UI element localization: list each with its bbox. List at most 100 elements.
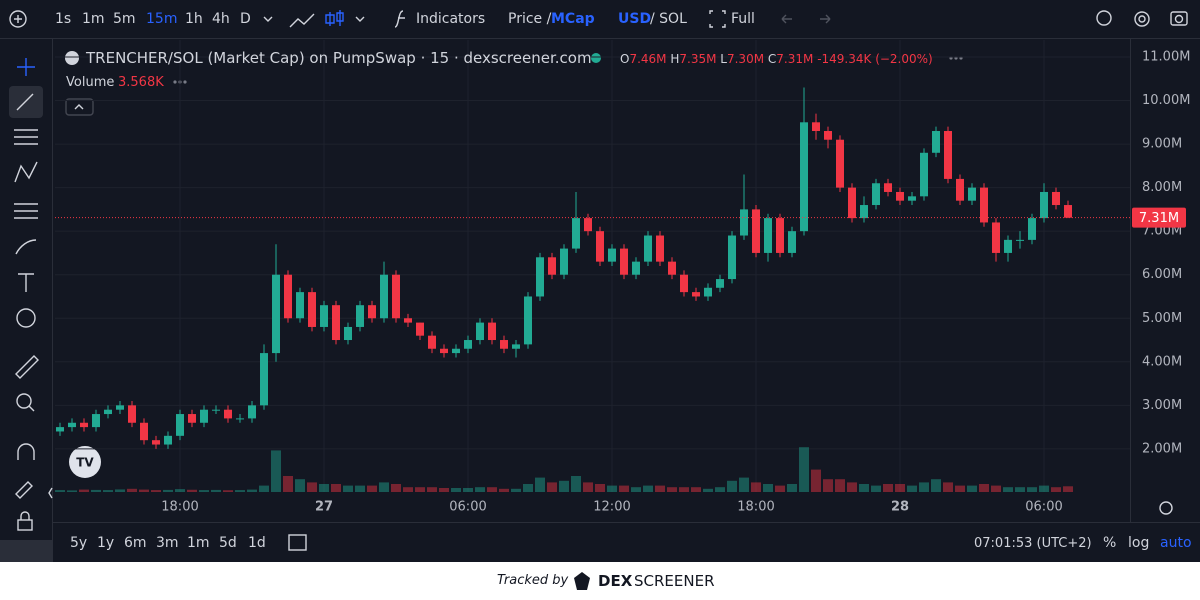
auto-toggle[interactable]: auto (1160, 535, 1192, 551)
candles-icon[interactable] (325, 10, 344, 26)
candle-body (980, 187, 988, 223)
add-icon[interactable] (9, 10, 27, 28)
candle-body (572, 218, 580, 249)
dropdown-icon[interactable] (263, 16, 365, 22)
undo-redo[interactable] (781, 14, 831, 24)
log-toggle[interactable]: log (1128, 535, 1150, 551)
volume-bar (667, 487, 677, 492)
tv-logo: TV (76, 456, 94, 470)
volume-bar (535, 477, 545, 492)
trend-line-tool[interactable] (16, 93, 34, 111)
lock-tool[interactable] (17, 519, 33, 531)
zoom-tool[interactable] (16, 393, 32, 409)
measure-tool[interactable] (15, 355, 39, 379)
last-price-label: 7.31M (1139, 211, 1179, 226)
date-range-icon[interactable] (288, 534, 307, 551)
magnet-tool[interactable] (17, 443, 35, 460)
ohlc-change: -149.34K (−2.00%) (817, 52, 933, 66)
x-tick-label: 12:00 (593, 500, 630, 515)
range-button[interactable]: 1d (248, 535, 266, 551)
price-toggle[interactable]: Price / (508, 11, 552, 27)
volume-bar (187, 489, 197, 492)
indicators-button[interactable]: Indicators (416, 11, 486, 27)
settings-icon[interactable] (1138, 15, 1146, 23)
interval[interactable]: 5m (113, 11, 136, 27)
pattern-tool[interactable] (14, 161, 38, 183)
interval[interactable]: 1h (185, 11, 203, 27)
range-button[interactable]: 6m (124, 535, 147, 551)
menu-dots[interactable] (183, 80, 187, 84)
volume-bar (619, 485, 629, 492)
volume-bar (307, 482, 317, 492)
collapse-legend[interactable] (74, 104, 84, 110)
lock-tool[interactable] (20, 511, 30, 520)
fullscreen-icon[interactable] (709, 10, 726, 28)
volume-bar (583, 482, 593, 492)
add-icon[interactable] (14, 15, 22, 23)
brush-tool[interactable] (15, 239, 37, 255)
interval[interactable]: 1s (55, 11, 72, 27)
interval[interactable]: D (240, 11, 251, 27)
axis-settings[interactable] (1159, 501, 1173, 515)
candle-body (704, 287, 712, 297)
percent-toggle[interactable]: % (1103, 535, 1117, 551)
candle-body (788, 231, 796, 253)
fx-icon[interactable] (394, 10, 405, 28)
range-button[interactable]: 5y (70, 535, 88, 551)
volume-bar (151, 490, 161, 492)
volume-bar (343, 485, 353, 492)
hide-toolbar[interactable] (48, 487, 53, 499)
status-dot (591, 53, 601, 63)
range-button[interactable]: 5d (219, 535, 237, 551)
alert-icon[interactable] (1096, 10, 1112, 26)
volume-bar (223, 490, 233, 492)
range-button[interactable]: 3m (156, 535, 179, 551)
mcap-toggle[interactable]: MCap (551, 11, 595, 27)
volume-bar (643, 485, 653, 492)
interval[interactable]: 1m (82, 11, 105, 27)
interval-active[interactable]: 15m (146, 11, 178, 27)
range-button[interactable]: 1m (187, 535, 210, 551)
candle-body (248, 405, 256, 419)
y-tick-label: 10.00M (1142, 93, 1190, 108)
usd-toggle[interactable]: USD (618, 11, 652, 27)
crosshair-tool[interactable] (17, 58, 35, 76)
candle-body (728, 235, 736, 280)
zoom-tool[interactable] (28, 405, 35, 412)
text-tool[interactable] (18, 273, 34, 292)
candle-body (1028, 218, 1036, 240)
sol-toggle[interactable]: / SOL (650, 11, 687, 27)
range-button[interactable]: 1y (97, 535, 115, 551)
candle-body (416, 322, 424, 336)
tool-active[interactable] (9, 86, 43, 118)
interval[interactable]: 4h (212, 11, 230, 27)
camera-icon[interactable] (1170, 11, 1188, 26)
camera-icon[interactable] (1174, 14, 1184, 24)
candle-body (380, 274, 388, 319)
fib-tool[interactable] (14, 129, 38, 145)
volume-bar (139, 489, 149, 492)
full-button[interactable]: Full (731, 11, 755, 27)
tool-footer (0, 540, 52, 562)
collapse-legend[interactable] (65, 98, 94, 116)
chart-type-icon[interactable] (289, 13, 315, 28)
volume-bar (679, 487, 689, 492)
volume-label: Volume (66, 75, 115, 90)
clock: 07:01:53 (UTC+2) (974, 536, 1092, 551)
volume-bar (751, 482, 761, 492)
settings-icon[interactable] (1134, 11, 1150, 27)
volume-bar (931, 479, 941, 492)
projection-tool[interactable] (14, 203, 38, 219)
menu-dots[interactable] (173, 80, 177, 84)
volume-bar (595, 484, 605, 492)
y-tick-label: 3.00M (1142, 398, 1182, 413)
candle-body (848, 187, 856, 219)
volume-bar (799, 447, 809, 492)
x-tick-label: 18:00 (737, 500, 774, 515)
emoji-tool[interactable] (16, 308, 36, 328)
lock-draw-tool[interactable] (15, 481, 33, 499)
volume-bar (283, 476, 293, 492)
candle-body (176, 414, 184, 436)
candle-body (740, 209, 748, 236)
symbol-title: TRENCHER/SOL (Market Cap) on PumpSwap · … (86, 49, 592, 67)
